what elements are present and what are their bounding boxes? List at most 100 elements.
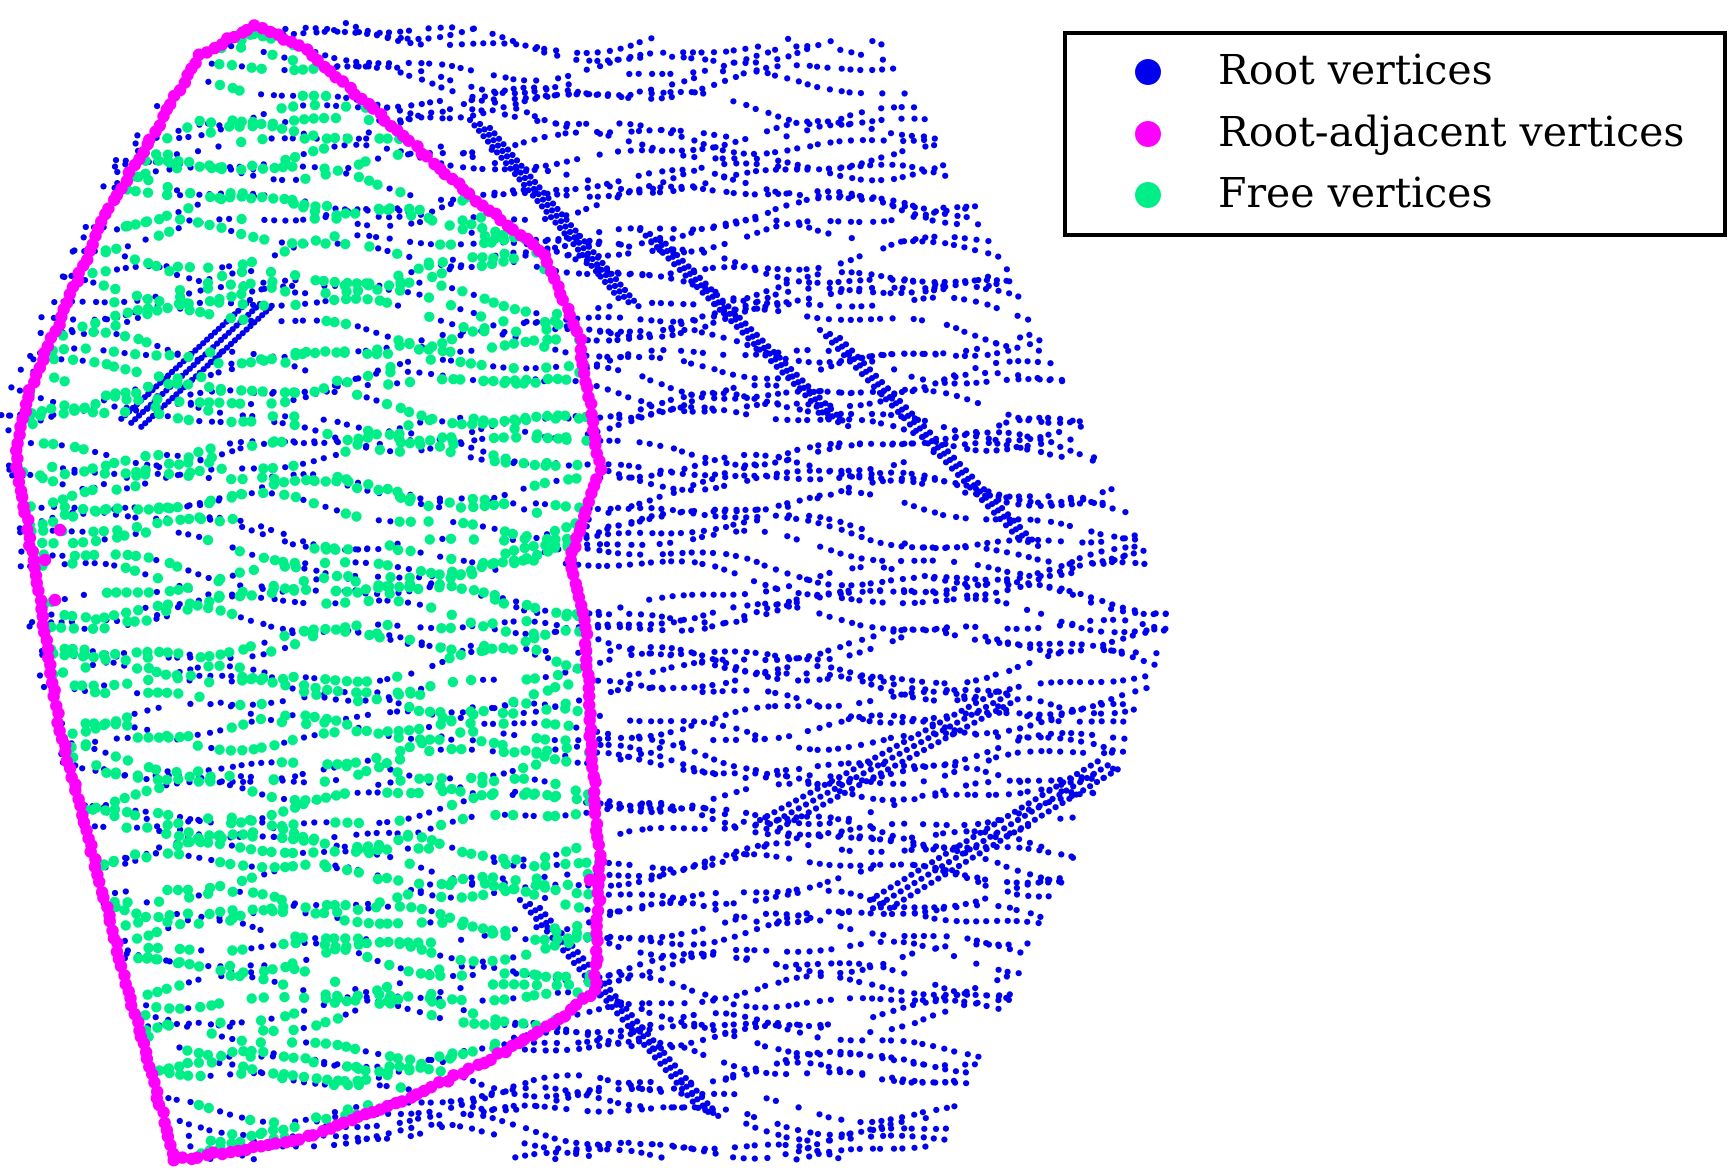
root-vertex-point <box>595 1088 602 1095</box>
root-vertex-point <box>930 575 937 582</box>
root-vertex-point <box>491 160 498 167</box>
root-vertex-point <box>122 161 129 168</box>
root-vertex-point <box>594 532 601 539</box>
root-vertex-point <box>750 1114 758 1121</box>
root-vertex-point <box>438 73 445 80</box>
root-vertex-point <box>405 815 412 822</box>
root-vertex-point <box>639 1000 646 1007</box>
root-vertex-point <box>605 132 612 139</box>
root-vertex-point <box>364 207 371 214</box>
root-vertex-point <box>1129 632 1136 639</box>
root-vertex-point <box>343 94 350 101</box>
root-vertex-point <box>532 500 540 507</box>
root-vertex-point <box>701 67 709 74</box>
root-vertex-point <box>311 164 318 171</box>
root-vertex-point <box>908 289 915 296</box>
root-vertex-point <box>794 446 801 453</box>
root-vertex-point <box>196 500 203 507</box>
root-vertex-point <box>687 487 695 494</box>
root-vertex-point <box>752 770 759 777</box>
root-vertex-point <box>82 223 89 231</box>
root-vertex-point <box>575 649 582 656</box>
root-vertex-point <box>1034 374 1041 382</box>
root-vertex-point <box>501 40 508 47</box>
root-vertex-point <box>847 669 854 676</box>
root-vertex-point <box>362 63 369 70</box>
root-vertex-point <box>774 1120 781 1127</box>
root-vertex-point <box>639 141 646 148</box>
root-vertex-point <box>646 331 653 338</box>
root-vertex-point <box>206 1127 213 1134</box>
root-vertex-point <box>984 580 991 587</box>
root-vertex-point <box>890 588 897 595</box>
root-vertex-point <box>438 204 446 211</box>
root-vertex-point <box>793 62 800 69</box>
root-vertex-point <box>562 669 569 676</box>
root-vertex-point <box>930 697 938 704</box>
root-vertex-point <box>668 183 675 190</box>
root-vertex-point <box>972 332 979 339</box>
root-vertex-point <box>835 119 842 126</box>
root-vertex-point <box>680 54 687 61</box>
root-vertex-point <box>648 35 655 42</box>
root-vertex-point <box>827 996 835 1003</box>
root-vertex-point <box>1003 441 1010 449</box>
root-vertex-point <box>1025 554 1032 561</box>
root-vertex-point <box>364 997 371 1004</box>
root-vertex-point <box>764 49 772 56</box>
root-vertex-point <box>856 472 863 479</box>
root-vertex-point <box>604 801 611 808</box>
root-vertex-point <box>511 720 518 727</box>
root-vertex-point <box>730 604 737 611</box>
root-vertex-point <box>877 470 884 477</box>
root-vertex-point <box>628 519 635 526</box>
root-vertex-point <box>1046 572 1053 580</box>
root-vertex-point <box>238 1019 245 1026</box>
root-vertex-point <box>1110 616 1117 623</box>
root-vertex-point <box>523 645 530 653</box>
root-vertex-point <box>449 88 456 95</box>
root-vertex-point <box>448 62 456 70</box>
root-vertex-point <box>681 684 688 692</box>
root-vertex-point <box>962 371 969 378</box>
root-vertex-point <box>470 309 477 317</box>
root-vertex-point <box>1110 718 1117 725</box>
root-vertex-point <box>636 187 643 194</box>
root-vertex-point <box>101 682 108 689</box>
root-vertex-point <box>929 544 936 551</box>
root-vertex-point <box>396 207 403 214</box>
root-vertex-point <box>416 812 423 819</box>
root-vertex-point <box>964 595 971 602</box>
root-vertex-point <box>555 75 562 82</box>
root-vertex-point <box>1098 548 1105 555</box>
root-vertex-point <box>1047 360 1054 367</box>
root-vertex-point <box>449 256 456 263</box>
root-vertex-point <box>490 40 497 47</box>
root-vertex-point <box>911 115 918 122</box>
root-vertex-point <box>879 90 886 97</box>
root-vertex-point <box>722 523 730 531</box>
root-vertex-point <box>479 997 486 1004</box>
root-vertex-point <box>919 278 926 285</box>
root-vertex-point <box>691 137 698 144</box>
root-vertex-point <box>638 414 645 421</box>
root-vertex-point <box>1026 341 1034 348</box>
root-vertex-point <box>838 888 845 895</box>
root-vertex-point <box>710 49 718 56</box>
root-vertex-point <box>636 439 643 446</box>
root-vertex-point <box>185 531 192 538</box>
root-vertex-point <box>185 133 192 141</box>
root-vertex-point <box>302 290 309 297</box>
root-vertex-point <box>741 393 748 400</box>
root-vertex-point <box>1006 667 1013 675</box>
root-vertex-point <box>563 269 570 276</box>
root-vertex-point <box>804 408 812 415</box>
root-vertex-point <box>825 746 833 753</box>
root-vertex-point <box>615 270 622 277</box>
root-vertex-point <box>920 557 927 564</box>
root-vertex-point <box>491 858 498 866</box>
root-vertex-point <box>668 664 675 671</box>
root-vertex-point <box>447 894 454 901</box>
root-vertex-point <box>1035 347 1042 354</box>
root-vertex-point <box>427 919 434 926</box>
